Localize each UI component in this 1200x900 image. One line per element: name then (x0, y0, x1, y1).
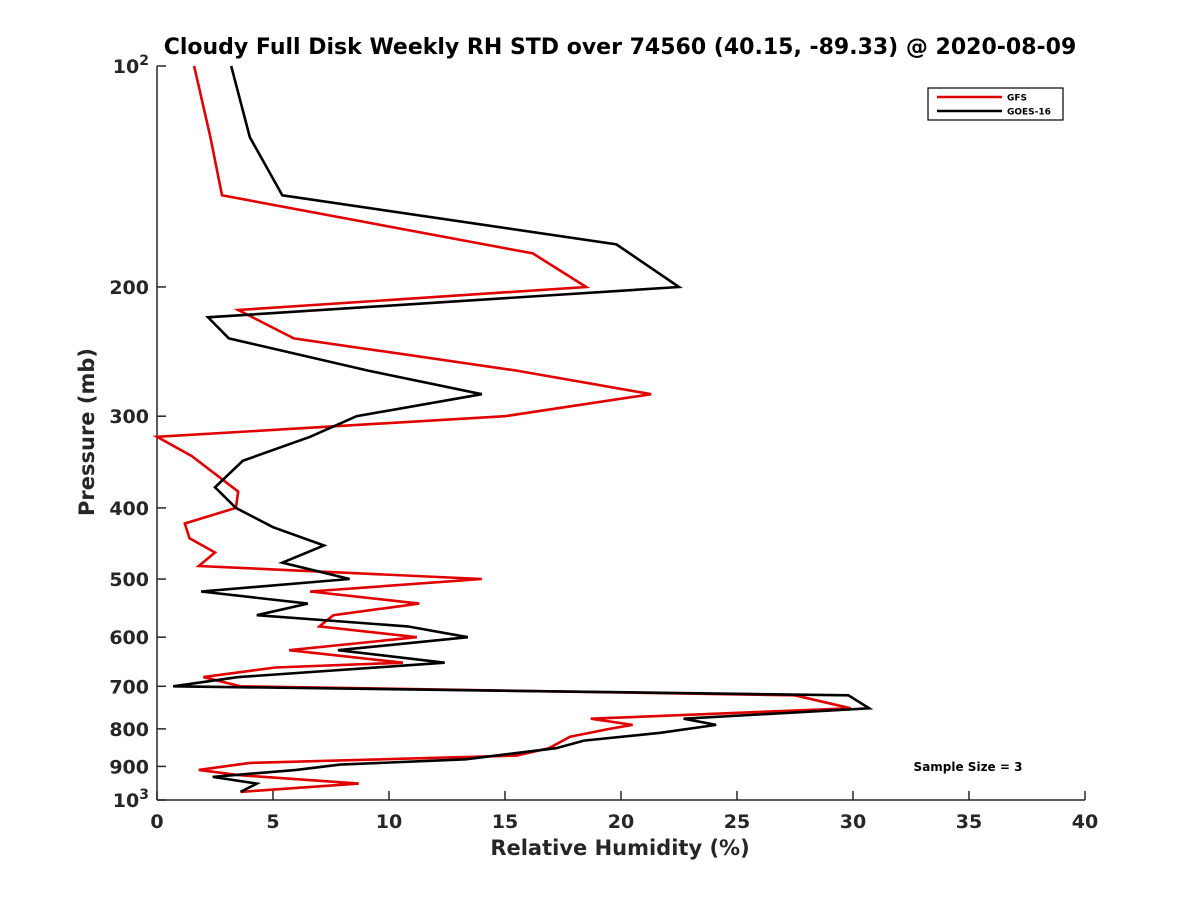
plot-area: 0 5 10 15 20 25 30 35 40 102 200 300 400 500 600 700 800… (109, 53, 1098, 833)
series-line-gfs (152, 65, 851, 794)
legend-box (927, 87, 1064, 121)
y-tick-label: 400 (109, 498, 149, 520)
x-tick-label: 20 (608, 811, 634, 833)
y-tick-label: 600 (109, 627, 149, 649)
x-tick-label: 40 (1072, 811, 1098, 833)
sample-size-annotation: Sample Size = 3 (914, 760, 1023, 774)
x-tick-label: 15 (492, 811, 518, 833)
chart-title: Cloudy Full Disk Weekly RH STD over 7456… (164, 35, 1077, 60)
x-tick-label: 0 (150, 811, 163, 833)
y-tick-label: 500 (109, 569, 149, 591)
legend-label-goes-16: GOES-16 (1007, 108, 1051, 118)
y-tick-label: 102 (113, 53, 149, 78)
y-tick-label: 300 (109, 406, 149, 428)
y-tick-label: 700 (109, 676, 149, 698)
y-tick-label: 200 (109, 277, 149, 299)
x-axis-title: Relative Humidity (%) (490, 836, 749, 860)
x-tick-label: 25 (724, 811, 750, 833)
y-tick-label: 800 (109, 719, 149, 741)
x-tick-label: 35 (956, 811, 982, 833)
x-tick-label: 30 (840, 811, 866, 833)
series-line-goes-16 (173, 65, 874, 794)
y-tick-label: 103 (113, 787, 149, 812)
legend-label-gfs: GFS (1007, 94, 1027, 104)
x-tick-label: 5 (266, 811, 279, 833)
legend: GFS GOES-16 (927, 87, 1064, 121)
y-tick-label: 900 (109, 756, 149, 778)
y-axis-title: Pressure (mb) (75, 348, 99, 516)
x-tick-label: 10 (376, 811, 402, 833)
